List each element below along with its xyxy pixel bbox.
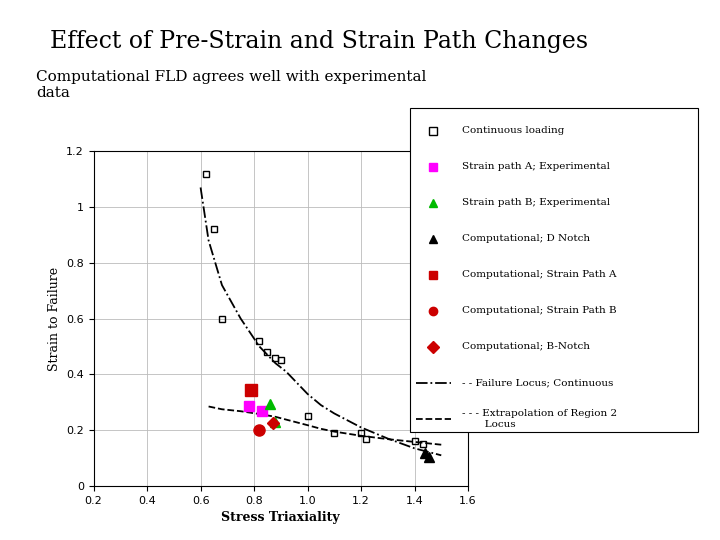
Text: Strain path A; Experimental: Strain path A; Experimental [462, 162, 611, 171]
Text: Strain path B; Experimental: Strain path B; Experimental [462, 198, 611, 207]
Text: Computational FLD agrees well with experimental
data: Computational FLD agrees well with exper… [36, 70, 426, 100]
Y-axis label: Strain to Failure: Strain to Failure [48, 267, 60, 370]
Text: Effect of Pre-Strain and Strain Path Changes: Effect of Pre-Strain and Strain Path Cha… [50, 30, 588, 53]
Text: Continuous loading: Continuous loading [462, 126, 564, 135]
Text: - - Failure Locus; Continuous: - - Failure Locus; Continuous [462, 379, 613, 388]
Text: Computational; Strain Path B: Computational; Strain Path B [462, 306, 617, 315]
Text: - - - Extrapolation of Region 2
       Locus: - - - Extrapolation of Region 2 Locus [462, 409, 617, 429]
Text: Computational; B-Notch: Computational; B-Notch [462, 342, 590, 352]
X-axis label: Stress Triaxiality: Stress Triaxiality [222, 511, 340, 524]
Text: Computational; D Notch: Computational; D Notch [462, 234, 590, 244]
FancyBboxPatch shape [410, 108, 698, 432]
Text: Computational; Strain Path A: Computational; Strain Path A [462, 271, 617, 279]
